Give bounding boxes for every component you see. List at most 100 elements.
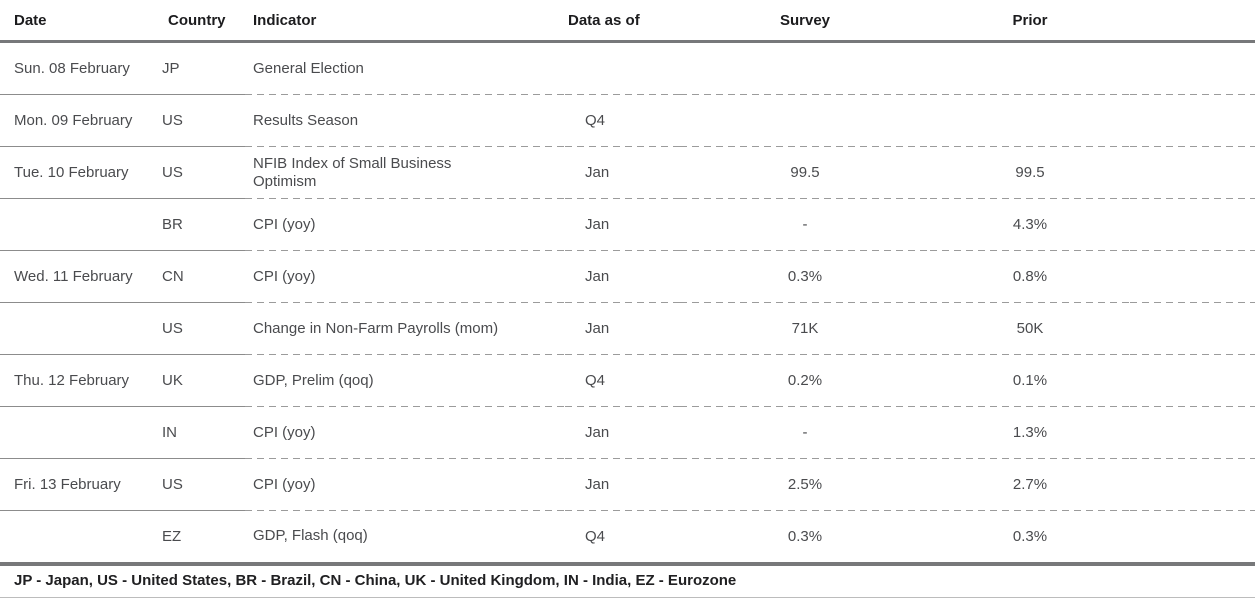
cell-text: 99.5	[790, 164, 820, 181]
cell-date: Tue. 10 February	[0, 146, 152, 199]
cell-text: Change in Non-Farm Payrolls (mom)	[253, 319, 499, 337]
cell-text: 0.1%	[1012, 372, 1048, 389]
header-row: Date Country Indicator Data as of Survey…	[0, 0, 1255, 43]
cell-text: CN	[162, 268, 184, 285]
cell-indicator: GDP, Flash (qoq)	[245, 511, 565, 563]
cell-date: Fri. 13 February	[0, 458, 152, 511]
cell-data-as-of	[565, 41, 680, 95]
cell-survey: 0.2%	[680, 354, 930, 407]
cell-text: 0.3%	[787, 268, 823, 285]
cell-text: IN	[162, 424, 177, 441]
cell-survey	[680, 94, 930, 147]
cell-text: General Election	[253, 59, 364, 77]
cell-date	[0, 302, 152, 355]
cell-filler	[1130, 146, 1255, 199]
cell-filler	[1130, 198, 1255, 251]
table-row: US Change in Non-Farm Payrolls (mom) Jan 71…	[0, 302, 1255, 355]
cell-indicator: Change in Non-Farm Payrolls (mom)	[245, 302, 565, 355]
cell-data-as-of: Q4	[565, 511, 680, 563]
cell-country: JP	[152, 41, 245, 95]
table-row: BR CPI (yoy) Jan - 4.3%	[0, 198, 1255, 251]
cell-prior: 1.3%	[930, 406, 1130, 459]
cell-text: Tue. 10 February	[14, 164, 129, 181]
cell-text: Thu. 12 February	[14, 372, 130, 389]
cell-indicator: CPI (yoy)	[245, 458, 565, 511]
cell-filler	[1130, 458, 1255, 511]
cell-text: 71K	[791, 320, 819, 337]
table-row: Sun. 08 February JP General Election	[0, 41, 1255, 95]
cell-text: Mon. 09 February	[14, 112, 133, 129]
cell-prior: 0.1%	[930, 354, 1130, 407]
cell-text: Q4	[585, 372, 606, 389]
cell-text: Sun. 08 February	[14, 60, 130, 77]
cell-date	[0, 511, 152, 563]
cell-data-as-of: Jan	[565, 250, 680, 303]
cell-country: US	[152, 302, 245, 355]
cell-text: Wed. 11 February	[14, 268, 133, 285]
cell-date	[0, 198, 152, 251]
cell-text: NFIB Index of Small Business Optimism	[253, 154, 452, 190]
cell-filler	[1130, 250, 1255, 303]
cell-text: Fri. 13 February	[14, 476, 121, 493]
table-row: Wed. 11 February CN CPI (yoy) Jan 0.3% 0.8%	[0, 250, 1255, 303]
cell-country: UK	[152, 354, 245, 407]
cell-survey: -	[680, 406, 930, 459]
cell-text: US	[162, 476, 183, 493]
cell-filler	[1130, 511, 1255, 563]
cell-text: BR	[162, 216, 183, 233]
cell-data-as-of: Jan	[565, 198, 680, 251]
cell-indicator: CPI (yoy)	[245, 198, 565, 251]
cell-text: Jan	[585, 320, 610, 337]
table-row: Tue. 10 February US NFIB Index of Small Bu…	[0, 146, 1255, 199]
cell-text: Jan	[585, 476, 610, 493]
cell-text: US	[162, 164, 183, 181]
cell-text: GDP, Prelim (qoq)	[253, 371, 374, 389]
cell-text: Jan	[585, 216, 610, 233]
table-header: Date Country Indicator Data as of Survey…	[0, 0, 1255, 43]
cell-prior: 0.3%	[930, 511, 1130, 563]
cell-country: US	[152, 146, 245, 199]
cell-survey: 0.3%	[680, 250, 930, 303]
cell-text: Jan	[585, 268, 610, 285]
cell-text: CPI (yoy)	[253, 475, 316, 493]
cell-country: US	[152, 458, 245, 511]
cell-country: IN	[152, 406, 245, 459]
cell-text: CPI (yoy)	[253, 423, 316, 441]
header-date: Date	[0, 0, 152, 43]
country-legend: JP - Japan, US - United States, BR - Bra…	[14, 572, 737, 589]
cell-text: 0.3%	[1012, 527, 1048, 545]
header-filler	[1130, 0, 1255, 43]
cell-indicator: Results Season	[245, 94, 565, 147]
cell-text: US	[162, 112, 183, 129]
cell-filler	[1130, 354, 1255, 407]
table-row: EZ GDP, Flash (qoq) Q4 0.3% 0.3%	[0, 511, 1255, 563]
cell-indicator: CPI (yoy)	[245, 250, 565, 303]
cell-text: 4.3%	[1012, 216, 1048, 233]
cell-text: Jan	[585, 164, 610, 181]
cell-survey: 99.5	[680, 146, 930, 199]
cell-date: Sun. 08 February	[0, 41, 152, 95]
cell-text: JP	[162, 60, 180, 77]
cell-date: Wed. 11 February	[0, 250, 152, 303]
cell-text: 50K	[1016, 320, 1044, 337]
cell-survey	[680, 41, 930, 95]
table-body: Sun. 08 February JP General Election Mon. 0…	[0, 41, 1255, 563]
cell-text: -	[802, 216, 808, 233]
cell-text: 2.7%	[1012, 476, 1048, 493]
cell-text: UK	[162, 372, 183, 389]
cell-country: BR	[152, 198, 245, 251]
cell-data-as-of: Q4	[565, 94, 680, 147]
cell-country: CN	[152, 250, 245, 303]
cell-prior: 50K	[930, 302, 1130, 355]
table-row: IN CPI (yoy) Jan - 1.3%	[0, 406, 1255, 459]
cell-filler	[1130, 41, 1255, 95]
cell-prior	[930, 94, 1130, 147]
cell-text: GDP, Flash (qoq)	[253, 527, 368, 545]
cell-survey: 0.3%	[680, 511, 930, 563]
cell-text: CPI (yoy)	[253, 267, 316, 285]
cell-prior	[930, 41, 1130, 95]
cell-data-as-of: Q4	[565, 354, 680, 407]
header-indicator: Indicator	[245, 0, 565, 43]
cell-text: 1.3%	[1012, 424, 1048, 441]
